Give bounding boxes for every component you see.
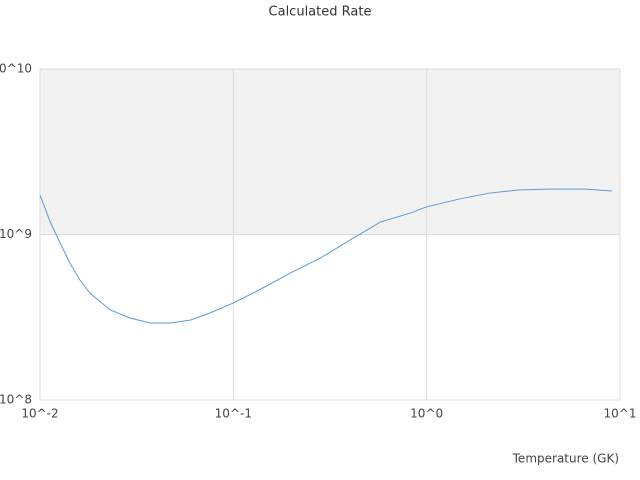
x-tick-label: 10^1	[604, 407, 637, 421]
grid-band	[40, 69, 620, 235]
x-tick-label: 10^-2	[21, 407, 58, 421]
x-axis-label: Temperature (GK)	[512, 452, 619, 466]
y-tick-label: 10^8	[0, 393, 32, 407]
x-tick-label: 10^0	[410, 407, 443, 421]
x-tick-label: 10^-1	[215, 407, 252, 421]
line	[39, 188, 613, 324]
y-tick-label: 10^10	[0, 62, 32, 76]
chart-title: Calculated Rate	[269, 5, 372, 20]
y-tick-label: 10^9	[0, 227, 32, 241]
